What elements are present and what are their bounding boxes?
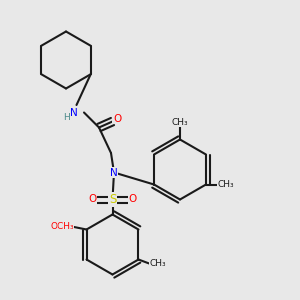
Text: S: S — [109, 193, 116, 206]
Text: O: O — [129, 194, 137, 205]
Text: O: O — [113, 113, 121, 124]
Text: CH₃: CH₃ — [218, 180, 234, 189]
Text: H: H — [63, 113, 69, 122]
Text: CH₃: CH₃ — [172, 118, 188, 127]
Text: OCH₃: OCH₃ — [50, 222, 74, 231]
Text: CH₃: CH₃ — [150, 260, 166, 268]
Text: N: N — [70, 107, 77, 118]
Text: N: N — [110, 167, 118, 178]
Text: O: O — [88, 194, 96, 205]
